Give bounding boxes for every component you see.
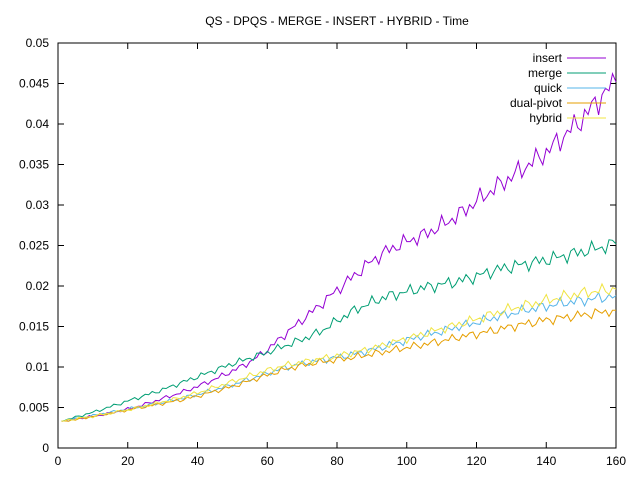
y-tick-label: 0.045 bbox=[19, 77, 49, 91]
series-line-insert bbox=[61, 72, 617, 422]
x-tick-label: 120 bbox=[466, 454, 486, 468]
y-tick-label: 0.035 bbox=[19, 158, 49, 172]
y-tick-label: 0.04 bbox=[26, 117, 50, 131]
y-tick-label: 0.015 bbox=[19, 320, 49, 334]
x-tick-label: 40 bbox=[191, 454, 205, 468]
axis-ticks: 0 20 40 60 80 100 120 140 160 0 0.005 0.01 0.015 0.02… bbox=[19, 36, 626, 468]
y-tick-label: 0.01 bbox=[26, 360, 50, 374]
x-tick-label: 20 bbox=[121, 454, 135, 468]
x-tick-label: 100 bbox=[397, 454, 417, 468]
x-tick-label: 60 bbox=[261, 454, 275, 468]
x-tick-label: 80 bbox=[330, 454, 344, 468]
chart-title: QS - DPQS - MERGE - INSERT - HYBRID - Ti… bbox=[205, 14, 469, 28]
y-tick-label: 0.03 bbox=[26, 198, 50, 212]
y-tick-label: 0.05 bbox=[26, 36, 50, 50]
series-line-hybrid bbox=[61, 282, 617, 422]
legend-label-dual-pivot: dual-pivot bbox=[510, 96, 563, 110]
legend-label-hybrid: hybrid bbox=[529, 111, 562, 125]
y-tick-label: 0.025 bbox=[19, 239, 49, 253]
x-tick-label: 0 bbox=[55, 454, 62, 468]
series-line-merge bbox=[61, 239, 617, 422]
series-line-dual-pivot bbox=[61, 307, 616, 422]
y-tick-label: 0 bbox=[42, 441, 49, 455]
series-lines bbox=[61, 72, 617, 422]
y-tick-label: 0.02 bbox=[26, 279, 50, 293]
y-tick-label: 0.005 bbox=[19, 401, 49, 415]
legend-label-quick: quick bbox=[534, 81, 563, 95]
x-tick-label: 160 bbox=[606, 454, 626, 468]
series-line-quick bbox=[61, 291, 617, 422]
legend-label-insert: insert bbox=[533, 51, 563, 65]
legend-label-merge: merge bbox=[528, 66, 562, 80]
x-tick-label: 140 bbox=[536, 454, 556, 468]
